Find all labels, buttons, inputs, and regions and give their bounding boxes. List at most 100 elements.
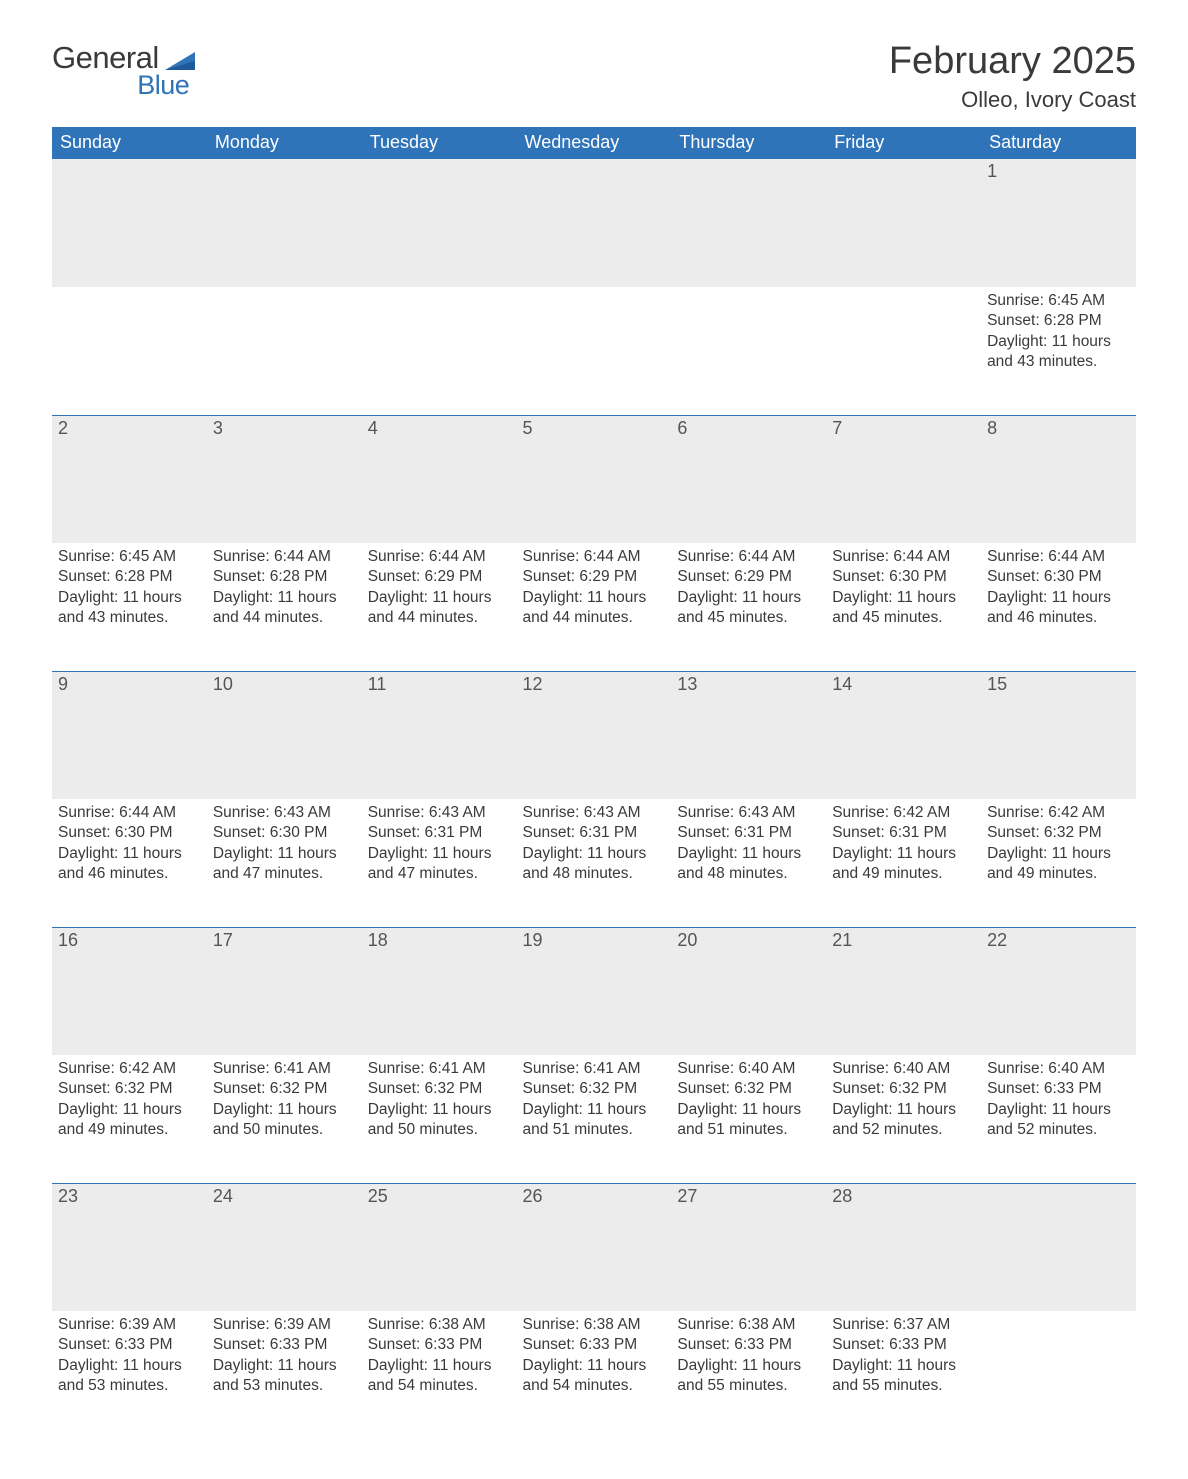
day-cell: Sunrise: 6:43 AMSunset: 6:31 PMDaylight:… xyxy=(517,799,672,927)
sunrise-text: Sunrise: 6:39 AM xyxy=(58,1315,199,1335)
day-number: 22 xyxy=(981,928,1136,954)
daylight-text: Daylight: 11 hours xyxy=(677,588,818,608)
day-cell xyxy=(671,287,826,415)
sunset-text: Sunset: 6:33 PM xyxy=(987,1079,1128,1099)
day-cell: Sunrise: 6:41 AMSunset: 6:32 PMDaylight:… xyxy=(207,1055,362,1183)
sunrise-text: Sunrise: 6:42 AM xyxy=(832,803,973,823)
day-number: 12 xyxy=(517,672,672,698)
day-cell: Sunrise: 6:45 AMSunset: 6:28 PMDaylight:… xyxy=(981,287,1136,415)
daylight-text: and 44 minutes. xyxy=(213,608,354,628)
sunset-text: Sunset: 6:33 PM xyxy=(368,1335,509,1355)
day-cell: Sunrise: 6:44 AMSunset: 6:29 PMDaylight:… xyxy=(517,543,672,671)
day-number-cell: 23 xyxy=(52,1183,207,1311)
day-number-cell: 2 xyxy=(52,415,207,543)
daylight-text: Daylight: 11 hours xyxy=(832,844,973,864)
day-number: 9 xyxy=(52,672,207,698)
day-number: 19 xyxy=(517,928,672,954)
day-number: 13 xyxy=(671,672,826,698)
day-number: 26 xyxy=(517,1184,672,1210)
day-cell: Sunrise: 6:37 AMSunset: 6:33 PMDaylight:… xyxy=(826,1311,981,1439)
daylight-text: and 47 minutes. xyxy=(368,864,509,884)
daylight-text: and 45 minutes. xyxy=(832,608,973,628)
day-cell: Sunrise: 6:44 AMSunset: 6:30 PMDaylight:… xyxy=(826,543,981,671)
day-number: 2 xyxy=(52,416,207,442)
day-number-cell: 20 xyxy=(671,927,826,1055)
brand-logo: General Blue xyxy=(52,40,195,101)
sunrise-text: Sunrise: 6:42 AM xyxy=(987,803,1128,823)
daylight-text: and 46 minutes. xyxy=(58,864,199,884)
day-cell xyxy=(52,287,207,415)
day-cell: Sunrise: 6:44 AMSunset: 6:30 PMDaylight:… xyxy=(981,543,1136,671)
weekday-header: Sunday xyxy=(52,127,207,159)
day-number: 14 xyxy=(826,672,981,698)
day-number: 21 xyxy=(826,928,981,954)
day-number-cell: 22 xyxy=(981,927,1136,1055)
daylight-text: Daylight: 11 hours xyxy=(677,1100,818,1120)
weekday-header: Thursday xyxy=(671,127,826,159)
day-number-cell: 14 xyxy=(826,671,981,799)
sunrise-text: Sunrise: 6:37 AM xyxy=(832,1315,973,1335)
day-cell: Sunrise: 6:44 AMSunset: 6:30 PMDaylight:… xyxy=(52,799,207,927)
daylight-text: Daylight: 11 hours xyxy=(58,844,199,864)
sunset-text: Sunset: 6:32 PM xyxy=(58,1079,199,1099)
day-cell: Sunrise: 6:41 AMSunset: 6:32 PMDaylight:… xyxy=(362,1055,517,1183)
day-number: 3 xyxy=(207,416,362,442)
daylight-text: Daylight: 11 hours xyxy=(987,1100,1128,1120)
day-body-row: Sunrise: 6:44 AMSunset: 6:30 PMDaylight:… xyxy=(52,799,1136,927)
day-number-row: 16171819202122 xyxy=(52,927,1136,1055)
daylight-text: Daylight: 11 hours xyxy=(213,844,354,864)
sunset-text: Sunset: 6:32 PM xyxy=(832,1079,973,1099)
day-cell: Sunrise: 6:40 AMSunset: 6:33 PMDaylight:… xyxy=(981,1055,1136,1183)
day-number-cell: 18 xyxy=(362,927,517,1055)
sunset-text: Sunset: 6:33 PM xyxy=(523,1335,664,1355)
day-number: 15 xyxy=(981,672,1136,698)
day-number-cell: 28 xyxy=(826,1183,981,1311)
sunrise-text: Sunrise: 6:41 AM xyxy=(213,1059,354,1079)
sunrise-text: Sunrise: 6:41 AM xyxy=(523,1059,664,1079)
day-body-row: Sunrise: 6:45 AMSunset: 6:28 PMDaylight:… xyxy=(52,287,1136,415)
day-number-cell: 3 xyxy=(207,415,362,543)
sunrise-text: Sunrise: 6:44 AM xyxy=(58,803,199,823)
day-number: 17 xyxy=(207,928,362,954)
sunrise-text: Sunrise: 6:44 AM xyxy=(523,547,664,567)
day-cell: Sunrise: 6:38 AMSunset: 6:33 PMDaylight:… xyxy=(362,1311,517,1439)
sunset-text: Sunset: 6:32 PM xyxy=(987,823,1128,843)
daylight-text: Daylight: 11 hours xyxy=(677,1356,818,1376)
header: General Blue February 2025 Olleo, Ivory … xyxy=(52,40,1136,113)
sunset-text: Sunset: 6:32 PM xyxy=(523,1079,664,1099)
daylight-text: and 54 minutes. xyxy=(523,1376,664,1396)
daylight-text: Daylight: 11 hours xyxy=(213,1100,354,1120)
sunset-text: Sunset: 6:29 PM xyxy=(677,567,818,587)
daylight-text: and 48 minutes. xyxy=(677,864,818,884)
day-body-row: Sunrise: 6:45 AMSunset: 6:28 PMDaylight:… xyxy=(52,543,1136,671)
sunrise-text: Sunrise: 6:45 AM xyxy=(987,291,1128,311)
daylight-text: and 53 minutes. xyxy=(213,1376,354,1396)
daylight-text: and 50 minutes. xyxy=(368,1120,509,1140)
day-number: 7 xyxy=(826,416,981,442)
day-cell xyxy=(207,287,362,415)
weekday-header: Saturday xyxy=(981,127,1136,159)
day-cell: Sunrise: 6:40 AMSunset: 6:32 PMDaylight:… xyxy=(671,1055,826,1183)
day-number-cell: 27 xyxy=(671,1183,826,1311)
daylight-text: and 50 minutes. xyxy=(213,1120,354,1140)
day-cell xyxy=(362,287,517,415)
day-number-cell: 7 xyxy=(826,415,981,543)
day-number: 6 xyxy=(671,416,826,442)
sunrise-text: Sunrise: 6:44 AM xyxy=(213,547,354,567)
daylight-text: Daylight: 11 hours xyxy=(58,1356,199,1376)
location-subtitle: Olleo, Ivory Coast xyxy=(889,87,1136,113)
daylight-text: Daylight: 11 hours xyxy=(523,588,664,608)
day-cell: Sunrise: 6:42 AMSunset: 6:32 PMDaylight:… xyxy=(981,799,1136,927)
weekday-header: Wednesday xyxy=(517,127,672,159)
day-number-cell: 4 xyxy=(362,415,517,543)
day-number-cell xyxy=(826,159,981,287)
day-number: 18 xyxy=(362,928,517,954)
daylight-text: and 43 minutes. xyxy=(987,352,1128,372)
sunrise-text: Sunrise: 6:38 AM xyxy=(368,1315,509,1335)
weekday-header: Friday xyxy=(826,127,981,159)
sunset-text: Sunset: 6:32 PM xyxy=(677,1079,818,1099)
daylight-text: and 55 minutes. xyxy=(832,1376,973,1396)
day-number-cell: 5 xyxy=(517,415,672,543)
day-number-cell xyxy=(207,159,362,287)
day-cell: Sunrise: 6:41 AMSunset: 6:32 PMDaylight:… xyxy=(517,1055,672,1183)
